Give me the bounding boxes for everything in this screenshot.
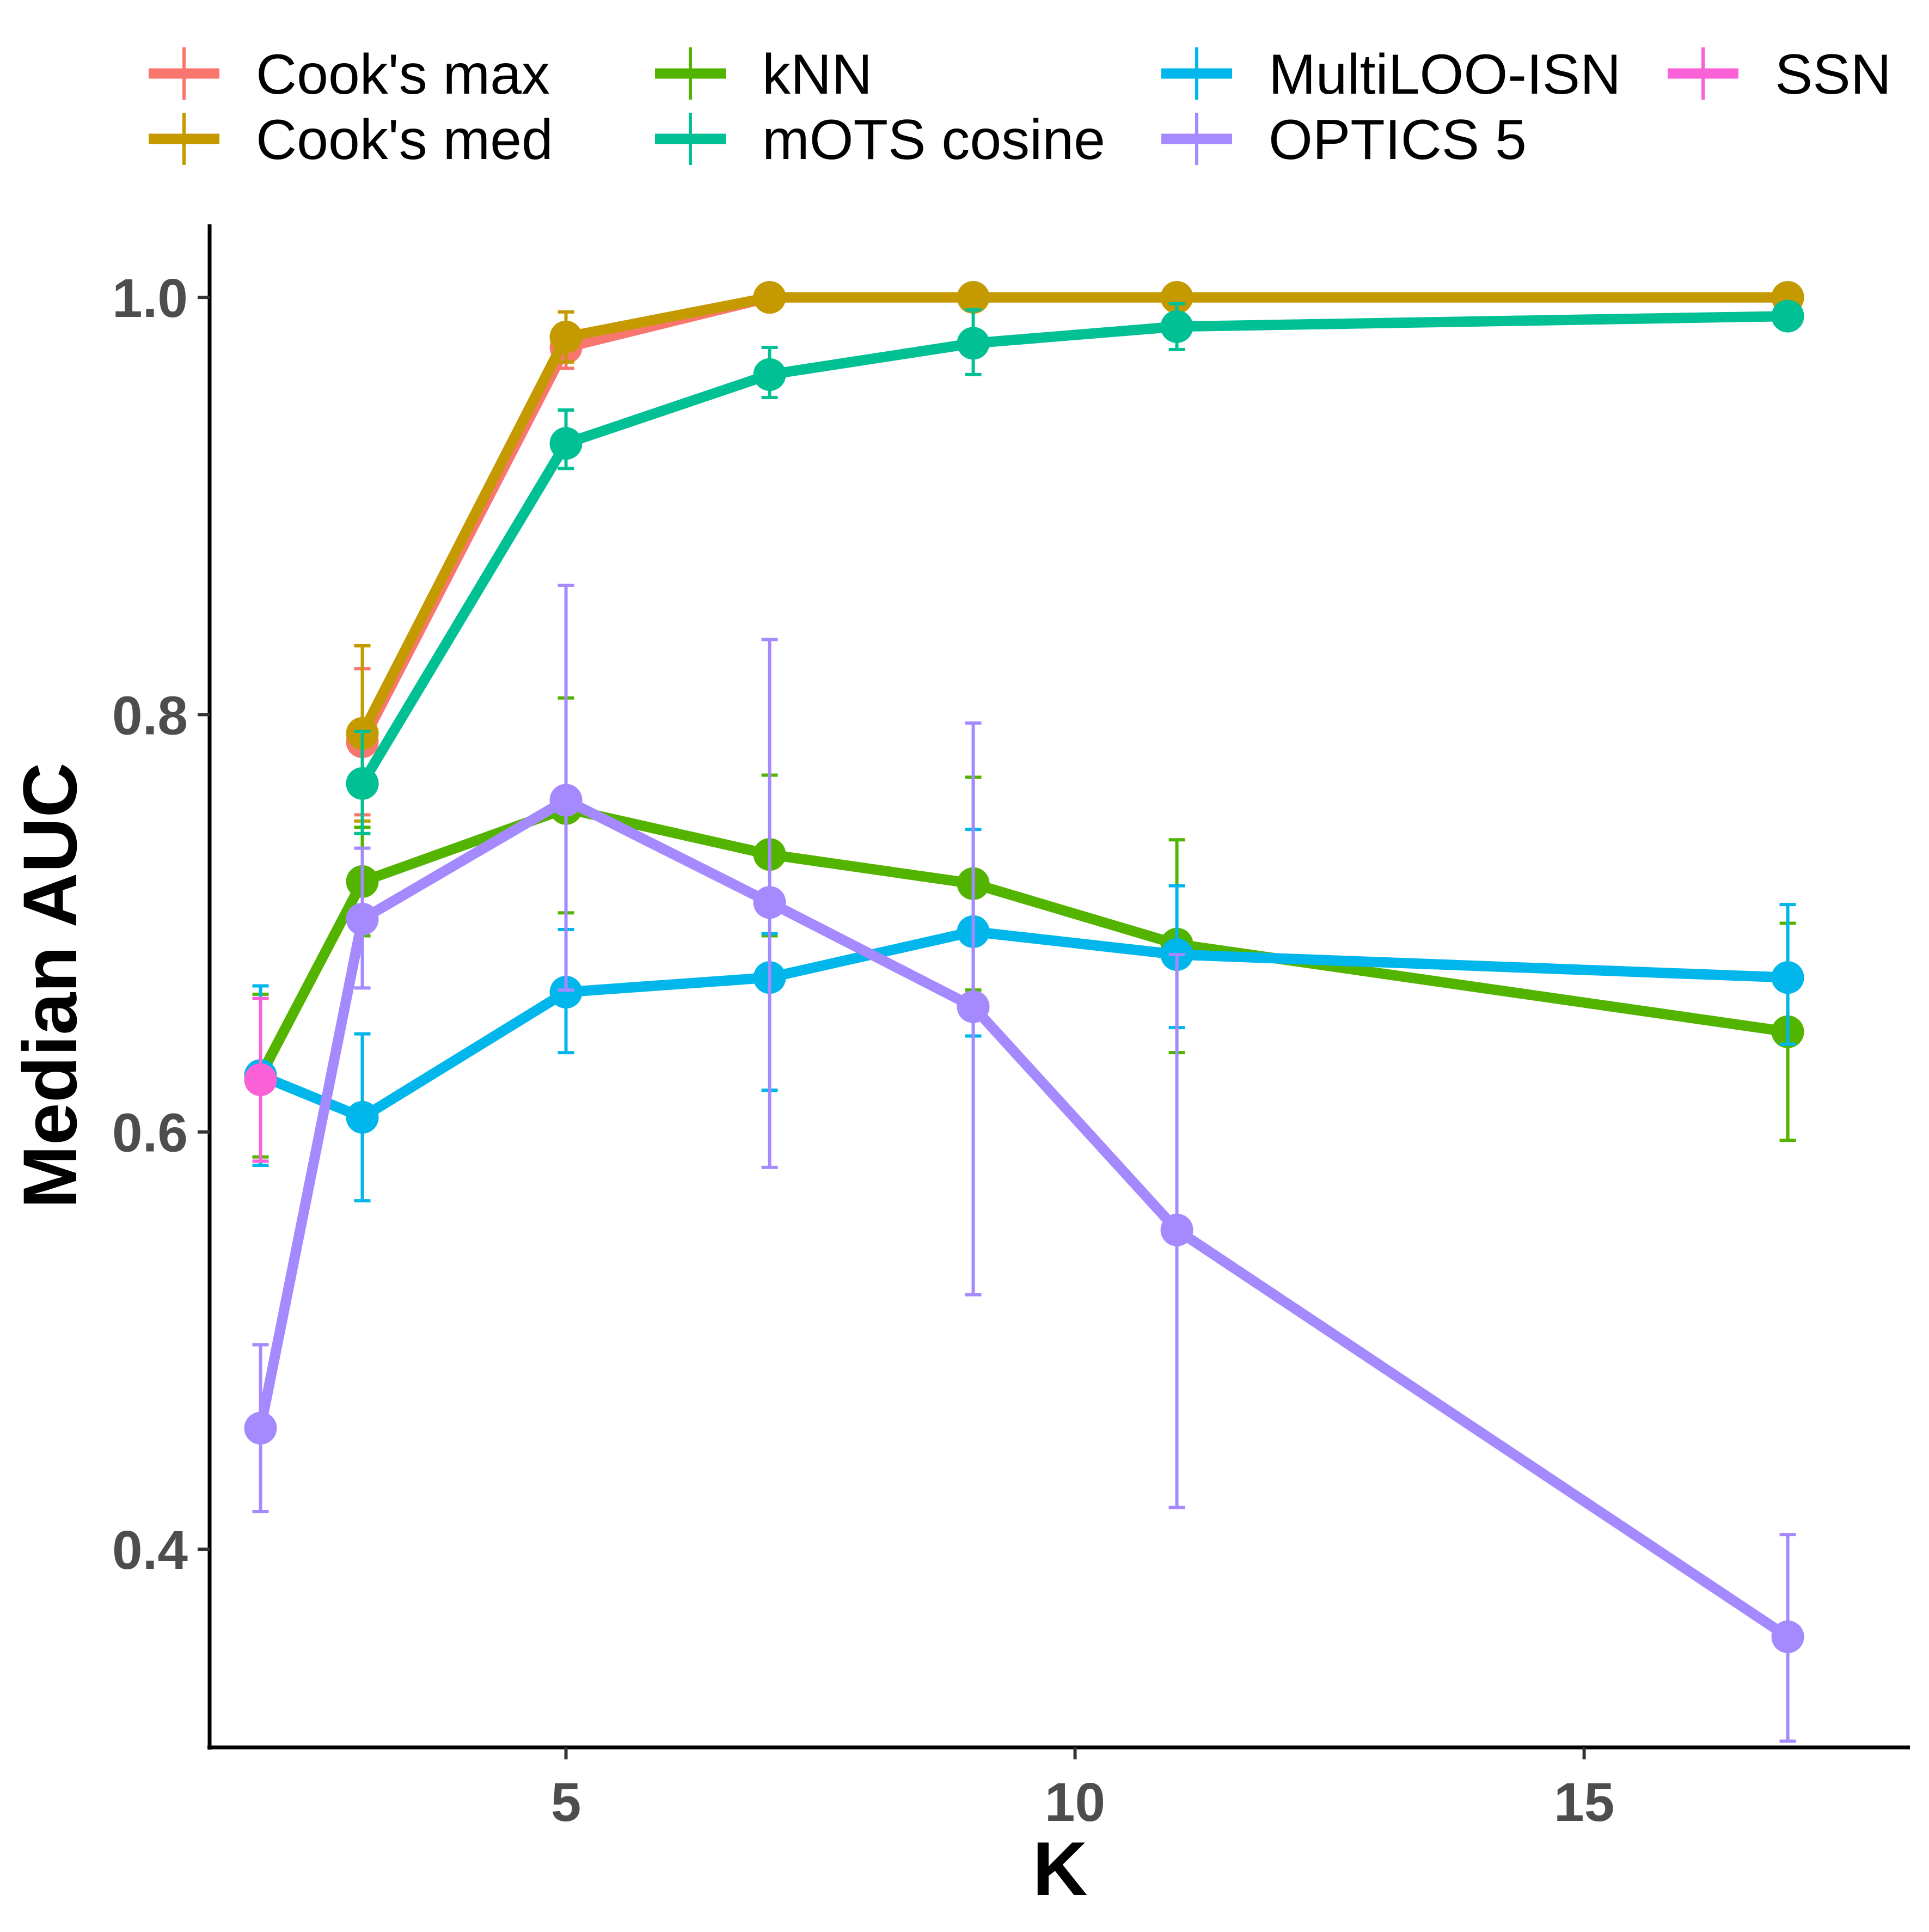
data-point xyxy=(957,281,990,314)
data-point xyxy=(1771,299,1804,333)
y-tick-label: 0.4 xyxy=(112,1520,188,1581)
legend-label: Cook's med xyxy=(256,108,553,172)
legend-item: MultiLOO-ISN xyxy=(1161,43,1621,106)
data-point xyxy=(957,990,990,1023)
data-point xyxy=(1160,1213,1193,1246)
series-line xyxy=(358,292,1788,744)
data-point xyxy=(549,320,583,353)
legend-item: OPTICS 5 xyxy=(1161,108,1527,172)
series-line xyxy=(255,794,1791,1641)
series-knn xyxy=(244,696,1804,1159)
legend-label: mOTS cosine xyxy=(762,108,1105,172)
data-point xyxy=(1160,310,1193,343)
data-point xyxy=(346,767,379,800)
data-point xyxy=(1771,961,1804,994)
legend-label: MultiLOO-ISN xyxy=(1269,43,1621,106)
x-tick-label: 15 xyxy=(1554,1772,1614,1833)
legend-label: SSN xyxy=(1775,43,1891,106)
series-ssn xyxy=(244,996,277,1163)
y-tick-label: 0.8 xyxy=(112,685,188,746)
series-line xyxy=(258,926,1788,1123)
series-mots-cosine xyxy=(346,299,1804,835)
data-point xyxy=(346,902,379,936)
y-tick-label: 1.0 xyxy=(112,268,188,329)
legend-label: kNN xyxy=(762,43,872,106)
legend-item: SSN xyxy=(1668,43,1891,106)
series-optics-5 xyxy=(244,583,1804,1743)
data-point xyxy=(1771,1620,1804,1653)
series-line xyxy=(358,292,1788,736)
ticks: 5 10 15 0.4 0.6 0.8 1.0 xyxy=(112,268,1614,1833)
data-point xyxy=(244,1411,277,1445)
data-point xyxy=(753,358,786,391)
x-tick-label: 10 xyxy=(1045,1772,1105,1833)
data-point xyxy=(549,427,583,460)
x-axis-title: K xyxy=(1032,1826,1087,1911)
series-line xyxy=(358,311,1788,786)
data-point xyxy=(549,784,583,817)
series-multiloo-isn xyxy=(244,828,1804,1203)
data-point xyxy=(549,975,583,1008)
data-point xyxy=(346,1100,379,1134)
axes xyxy=(207,224,1910,1750)
data-point xyxy=(753,886,786,919)
y-tick-label: 0.6 xyxy=(112,1103,188,1164)
data-point xyxy=(957,327,990,360)
data-point xyxy=(1160,281,1193,314)
legend-item: Cook's med xyxy=(149,108,553,172)
legend-item: Cook's max xyxy=(149,43,550,106)
legend-item: kNN xyxy=(655,43,872,106)
legend-item: mOTS cosine xyxy=(655,108,1105,172)
x-tick-label: 5 xyxy=(551,1772,581,1833)
series-layer xyxy=(244,281,1804,1743)
data-point xyxy=(244,1063,277,1096)
legend-label: Cook's max xyxy=(256,43,550,106)
y-axis-title: Median AUC xyxy=(7,762,93,1208)
data-point xyxy=(753,281,786,314)
legend-label: OPTICS 5 xyxy=(1269,108,1527,172)
